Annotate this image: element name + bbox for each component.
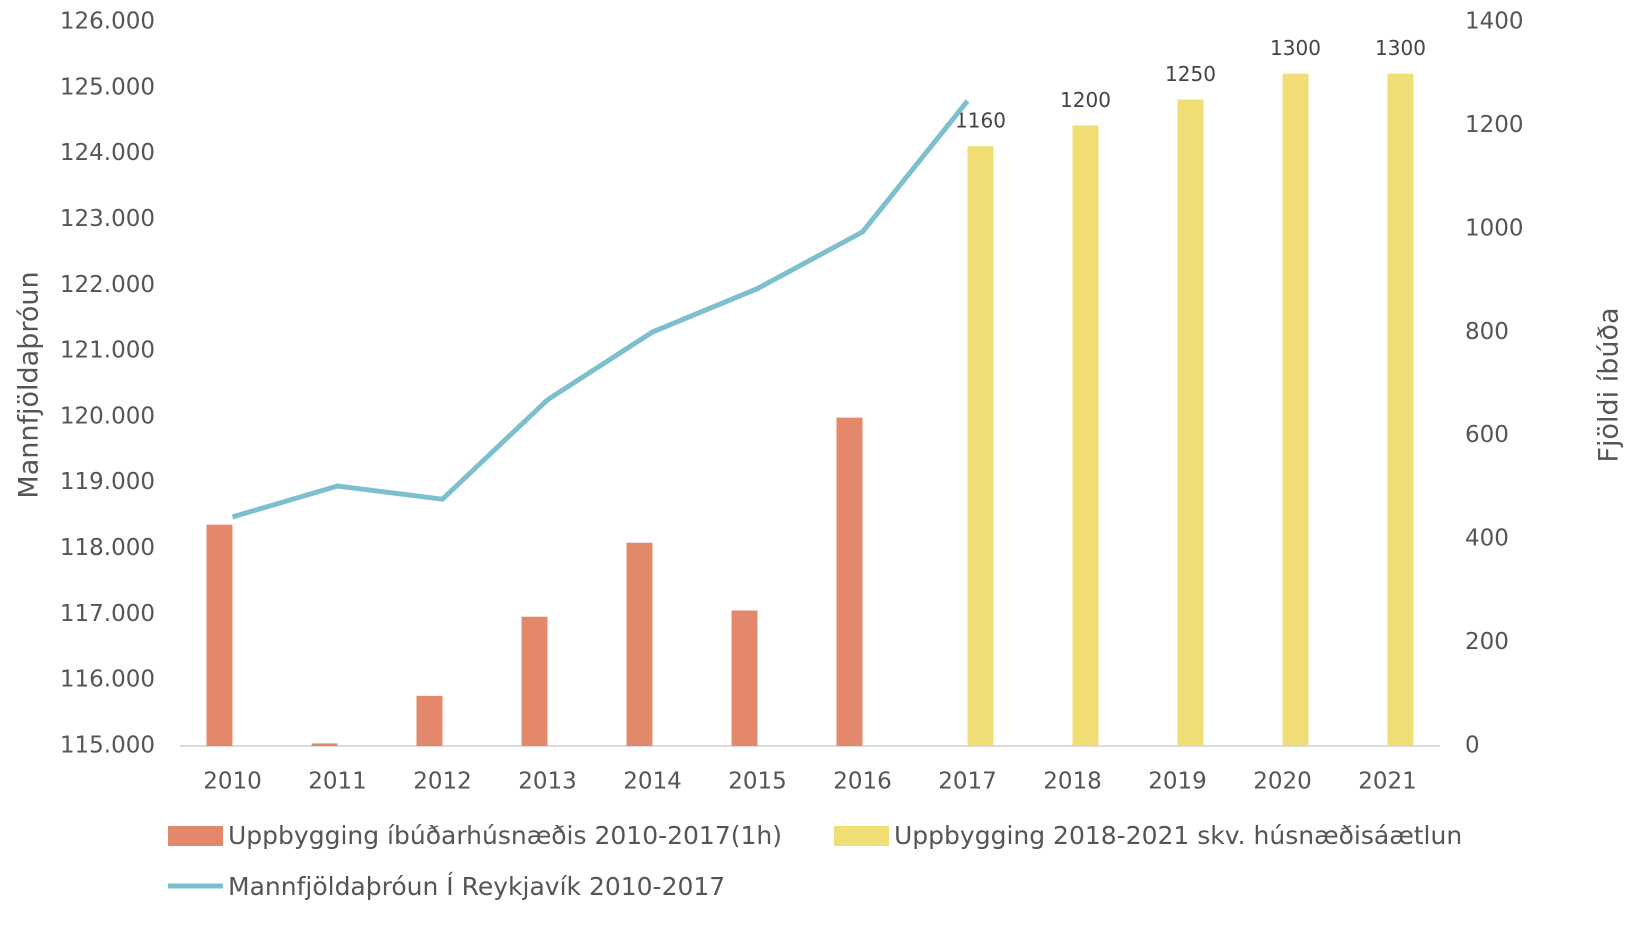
y-tick-label: 125.000 [60,74,155,100]
data-label: 1250 [1165,62,1216,86]
y2-tick-label: 400 [1465,526,1509,552]
y-tick-label: 115.000 [60,733,155,759]
y-tick-label: 122.000 [60,272,155,298]
x-tick-label: 2017 [938,769,997,795]
y-tick-label: 126.000 [60,9,155,35]
legend-swatch [168,826,223,846]
x-tick-label: 2018 [1043,769,1102,795]
y-tick-label: 118.000 [60,535,155,561]
x-tick-label: 2020 [1253,769,1312,795]
x-tick-label: 2014 [623,769,682,795]
y2-tick-label: 1000 [1465,215,1524,241]
y2-axis-title: Fjöldi íbúða [1594,307,1625,462]
bar [1282,73,1309,746]
y2-tick-label: 1400 [1465,9,1524,35]
y2-tick-label: 600 [1465,422,1509,448]
legend-label: Mannfjöldaþróun Í Reykjavík 2010-2017 [228,872,725,901]
legend-label: Uppbygging íbúðarhúsnæðis 2010-2017(1h) [228,821,782,850]
bar [731,610,758,746]
data-label: 1300 [1375,36,1426,60]
bar [1177,99,1204,747]
bar [206,524,233,746]
y-tick-label: 117.000 [60,601,155,627]
y2-tick-label: 200 [1465,629,1509,655]
bar [416,695,443,746]
x-tick-label: 2019 [1148,769,1207,795]
y2-tick-label: 1200 [1465,112,1524,138]
y-axis-title: Mannfjöldaþróun [14,271,45,498]
bar [626,542,653,746]
bar [521,616,548,746]
x-tick-label: 2012 [413,769,472,795]
y2-tick-label: 800 [1465,319,1509,345]
y-tick-label: 121.000 [60,338,155,364]
data-label: 1300 [1270,36,1321,60]
x-tick-label: 2010 [203,769,262,795]
bar [1387,73,1414,746]
bar [967,146,994,747]
bar [1072,125,1099,746]
x-tick-label: 2016 [833,769,892,795]
x-tick-label: 2013 [518,769,577,795]
bar [836,417,863,746]
x-tick-label: 2011 [308,769,367,795]
y-tick-label: 120.000 [60,403,155,429]
x-tick-label: 2021 [1358,769,1417,795]
x-tick-label: 2015 [728,769,787,795]
y2-tick-label: 0 [1465,733,1480,759]
y-tick-label: 119.000 [60,469,155,495]
data-label: 1160 [955,109,1006,133]
legend-label: Uppbygging 2018-2021 skv. húsnæðisáætlun [894,821,1462,850]
data-label: 1200 [1060,88,1111,112]
legend-swatch [834,826,889,846]
line [231,99,970,520]
y-tick-label: 116.000 [60,667,155,693]
y-tick-label: 124.000 [60,140,155,166]
y-tick-label: 123.000 [60,206,155,232]
bar [311,743,338,746]
